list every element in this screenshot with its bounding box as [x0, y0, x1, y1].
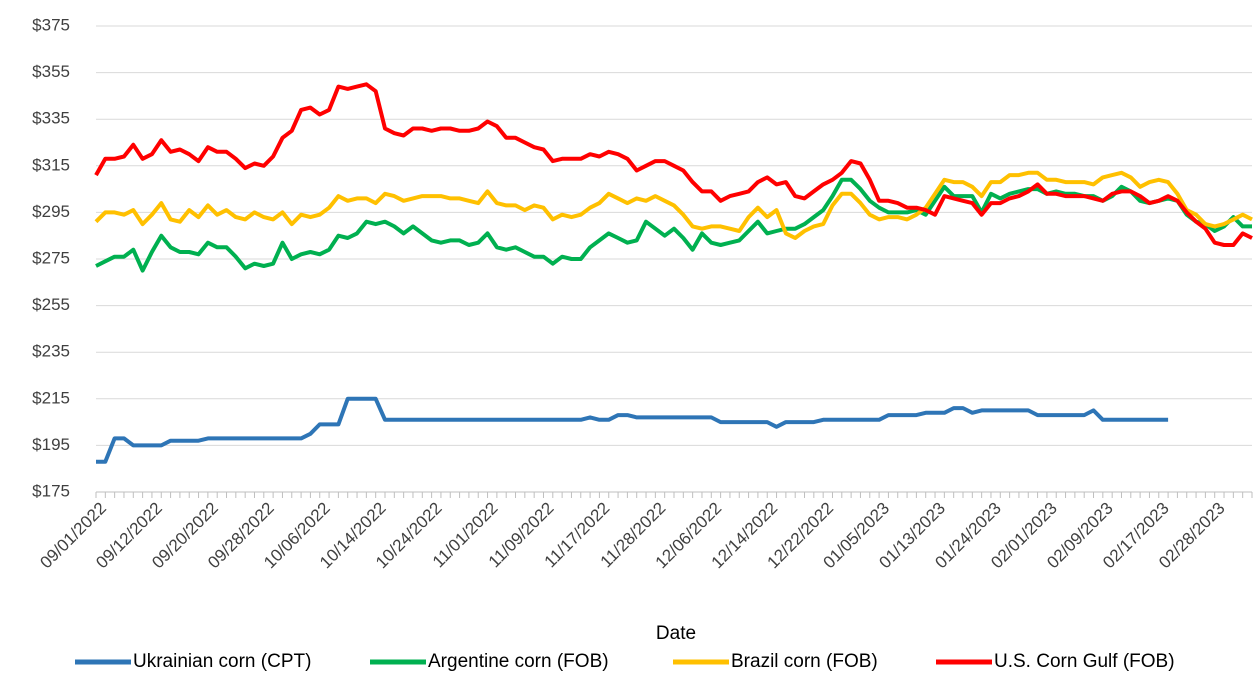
legend-label: Brazil corn (FOB): [731, 651, 878, 672]
y-tick-label: $195: [32, 435, 70, 454]
line-series: [94, 170, 1253, 240]
y-tick-label: $175: [32, 481, 70, 500]
x-axis-title: Date: [656, 623, 696, 644]
y-tick-label: $315: [32, 155, 70, 174]
y-tick-label: $255: [32, 295, 70, 314]
line-series: [96, 396, 1169, 464]
legend-label: Ukrainian corn (CPT): [133, 651, 311, 672]
y-tick-label: $295: [32, 202, 70, 221]
line-series: [95, 177, 1252, 273]
y-tick-label: $375: [32, 15, 70, 34]
y-tick-label: $335: [32, 109, 70, 128]
y-tick-label: $355: [32, 62, 70, 81]
y-tick-label: $235: [32, 342, 70, 361]
legend-label: Argentine corn (FOB): [428, 651, 609, 672]
legend-label: U.S. Corn Gulf (FOB): [994, 651, 1175, 672]
y-tick-label: $275: [32, 248, 70, 267]
line-series: [94, 82, 1253, 247]
y-tick-label: $215: [32, 388, 70, 407]
